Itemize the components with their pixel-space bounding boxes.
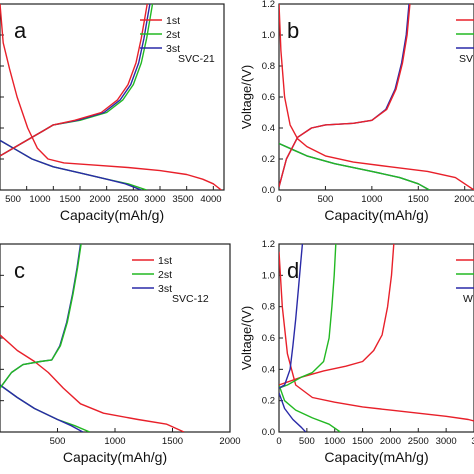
sample-annotation: SVC [459,53,474,65]
x-tick-label: 4000 [200,194,221,205]
series-line [279,4,411,188]
x-tick-label: 3500 [172,194,193,205]
series-line [0,4,222,190]
series-line [0,384,84,432]
x-tick-label: 1500 [408,194,429,205]
x-tick-label: 1000 [104,436,125,447]
chart-panel-c: 500 1000 1500 2000 Capacity(mAh/g) 1st 2st 3stS… [0,243,241,465]
y-tick-label: 0.4 [262,123,275,134]
y-tick-label: 0.0 [262,185,275,196]
y-tick-label: 1.2 [262,0,275,10]
panel-label: d [287,258,299,283]
series-group [279,244,474,432]
series-group [279,4,474,190]
series-line [279,251,474,422]
sample-annotation: SVC-12 [172,293,209,305]
x-tick-label: 1000 [361,194,382,205]
y-tick-label: 0.8 [262,61,275,72]
panel-label: b [287,18,299,43]
panel-label: c [14,258,25,283]
y-tick-label: 1.2 [262,239,275,250]
y-tick-label: 0.6 [262,333,275,344]
x-tick-label: 3000 [436,436,457,447]
x-tick-label: 1000 [29,194,50,205]
x-tick-label: 0 [276,436,281,447]
y-axis-label: Voltage/(V) [239,65,254,129]
legend-label: 3st [158,283,172,295]
series-line [0,244,82,389]
x-tick-label: 2000 [89,194,110,205]
x-tick-label: 1500 [59,194,80,205]
x-axis-label: Capacity(mAh/g) [324,207,428,223]
x-tick-label: 2000 [380,436,401,447]
y-axis-label: Voltage/(V) [239,306,254,370]
series-line [279,244,304,389]
x-axis-label: Capacity(mAh/g) [63,449,167,465]
series-line [0,139,142,190]
x-tick-label: 500 [50,436,66,447]
x-tick-label: 2000 [454,194,474,205]
x-tick-label: 1000 [324,436,345,447]
y-tick-label: 1.0 [262,270,275,281]
x-tick-label: 3000 [144,194,165,205]
x-tick-label: 2500 [117,194,138,205]
series-line [0,334,185,432]
x-tick-label: 500 [5,194,21,205]
series-line [279,142,430,190]
legend-label: 2st [158,269,172,281]
y-tick-label: 0.6 [262,92,275,103]
legend-label: 2st [166,29,180,41]
series-line [279,244,337,389]
legend-label: 3st [166,43,180,55]
series-line [279,244,395,386]
y-tick-label: 0.2 [262,396,275,407]
sample-annotation: W [463,293,473,305]
x-tick-label: 2000 [219,436,240,447]
chart-panel-d: 0 500 1000 1500 2000 2500 3000 3 0.0 0.2 0.4 0.6 0.8… [239,239,474,465]
chart-panel-b: 0 500 1000 1500 2000 0.0 0.2 0.4 0.6 0.8 1.0 1.2 Cap… [239,0,474,223]
y-tick-label: 0.4 [262,364,275,375]
x-axis-label: Capacity(mAh/g) [60,207,164,223]
x-tick-label: 500 [299,436,315,447]
x-tick-label: 1500 [352,436,373,447]
legend-label: 1st [166,15,180,27]
y-tick-label: 1.0 [262,30,275,41]
series-group [0,244,185,432]
chart-panel-a: 500 1000 1500 2000 2500 3000 3500 4000 Capacity(… [0,3,225,223]
y-tick-label: 0.8 [262,302,275,313]
y-tick-label: 0.0 [262,427,275,438]
x-axis-label: Capacity(mAh/g) [324,449,428,465]
series-line [279,392,307,432]
x-tick-label: 2500 [408,436,429,447]
plot-frame [0,3,225,191]
legend-label: 1st [158,255,172,267]
series-line [279,384,341,432]
sample-annotation: SVC-21 [178,53,215,65]
panel-label: a [14,18,27,43]
series-line [279,4,474,190]
x-tick-label: 3 [471,436,474,447]
y-tick-label: 0.2 [262,154,275,165]
x-tick-label: 0 [276,194,281,205]
x-tick-label: 1500 [162,436,183,447]
x-tick-label: 500 [317,194,333,205]
